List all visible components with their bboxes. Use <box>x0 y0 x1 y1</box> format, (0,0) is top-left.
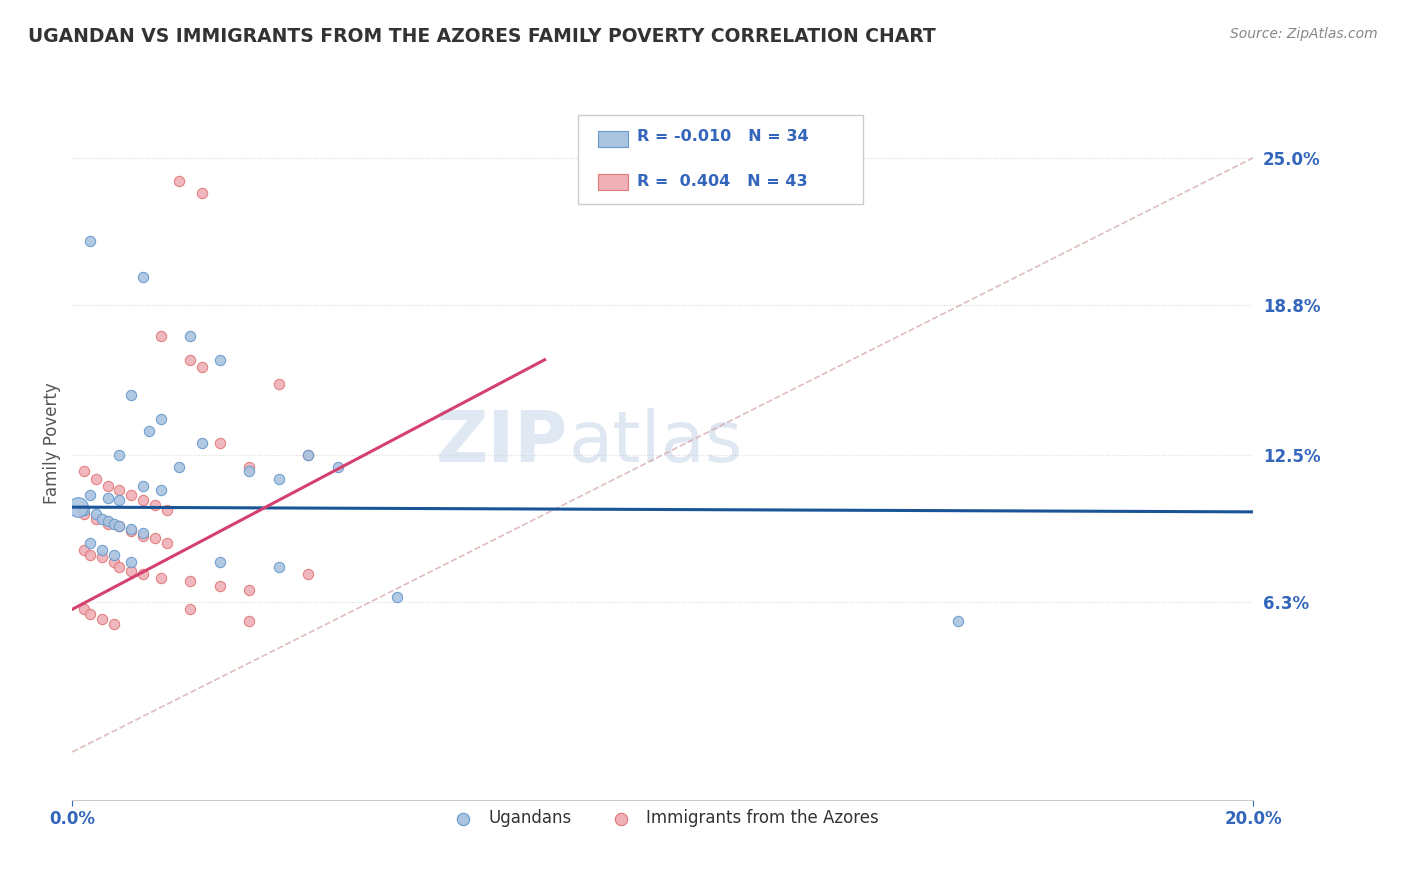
Point <box>267 472 290 486</box>
Point <box>97 516 120 531</box>
Point <box>138 424 160 438</box>
Point <box>267 559 290 574</box>
Point <box>84 472 107 486</box>
Point <box>132 566 155 581</box>
Text: R =  0.404   N = 43: R = 0.404 N = 43 <box>637 174 807 189</box>
Point <box>79 234 101 248</box>
Point <box>167 174 190 188</box>
Point <box>120 488 142 502</box>
Point <box>149 412 172 426</box>
Point <box>103 616 125 631</box>
Point <box>84 508 107 522</box>
Point <box>179 574 201 588</box>
Point <box>120 388 142 402</box>
Point <box>79 536 101 550</box>
Point <box>132 479 155 493</box>
Point <box>67 500 90 515</box>
Point <box>208 352 231 367</box>
Point <box>385 591 408 605</box>
Point <box>79 488 101 502</box>
Point <box>156 502 179 516</box>
Point <box>946 614 969 628</box>
Point <box>73 465 96 479</box>
Point <box>191 436 214 450</box>
Point <box>103 555 125 569</box>
Point <box>191 359 214 374</box>
Point <box>108 448 131 462</box>
Point <box>238 583 260 598</box>
Point <box>73 508 96 522</box>
Point <box>84 512 107 526</box>
Point <box>120 522 142 536</box>
Text: R = -0.010   N = 34: R = -0.010 N = 34 <box>637 129 808 145</box>
Point <box>297 566 319 581</box>
Point <box>156 536 179 550</box>
Point <box>143 531 166 545</box>
Point <box>103 548 125 562</box>
Text: atlas: atlas <box>568 409 742 477</box>
Y-axis label: Family Poverty: Family Poverty <box>44 382 60 504</box>
Point <box>132 493 155 508</box>
Point <box>108 519 131 533</box>
Point <box>326 459 349 474</box>
Point <box>238 465 260 479</box>
Point <box>73 542 96 557</box>
Point <box>90 512 112 526</box>
Point <box>179 352 201 367</box>
Point <box>208 436 231 450</box>
Point <box>143 498 166 512</box>
Point <box>79 607 101 621</box>
Point <box>132 529 155 543</box>
Point <box>79 548 101 562</box>
Point <box>97 491 120 505</box>
Point <box>90 549 112 564</box>
Point <box>103 516 125 531</box>
Point <box>108 493 131 508</box>
Point <box>179 329 201 343</box>
Point <box>120 564 142 578</box>
Point <box>267 376 290 391</box>
Point <box>108 559 131 574</box>
Point <box>191 186 214 201</box>
Point <box>149 483 172 498</box>
Point <box>297 448 319 462</box>
Point <box>238 459 260 474</box>
Point <box>167 459 190 474</box>
Point <box>73 502 96 516</box>
Point <box>97 515 120 529</box>
Point <box>90 612 112 626</box>
Point <box>90 542 112 557</box>
Point <box>208 578 231 592</box>
Point <box>120 524 142 538</box>
Point <box>132 269 155 284</box>
Point <box>179 602 201 616</box>
Point <box>132 526 155 541</box>
Point <box>120 555 142 569</box>
Point <box>297 448 319 462</box>
Point <box>97 479 120 493</box>
Point <box>149 329 172 343</box>
Point <box>73 602 96 616</box>
Point <box>149 571 172 585</box>
Legend: Ugandans, Immigrants from the Azores: Ugandans, Immigrants from the Azores <box>440 803 886 834</box>
Point <box>108 483 131 498</box>
Text: Source: ZipAtlas.com: Source: ZipAtlas.com <box>1230 27 1378 41</box>
Text: ZIP: ZIP <box>436 409 568 477</box>
Point <box>108 519 131 533</box>
Point <box>238 614 260 628</box>
Point <box>208 555 231 569</box>
Text: UGANDAN VS IMMIGRANTS FROM THE AZORES FAMILY POVERTY CORRELATION CHART: UGANDAN VS IMMIGRANTS FROM THE AZORES FA… <box>28 27 936 45</box>
